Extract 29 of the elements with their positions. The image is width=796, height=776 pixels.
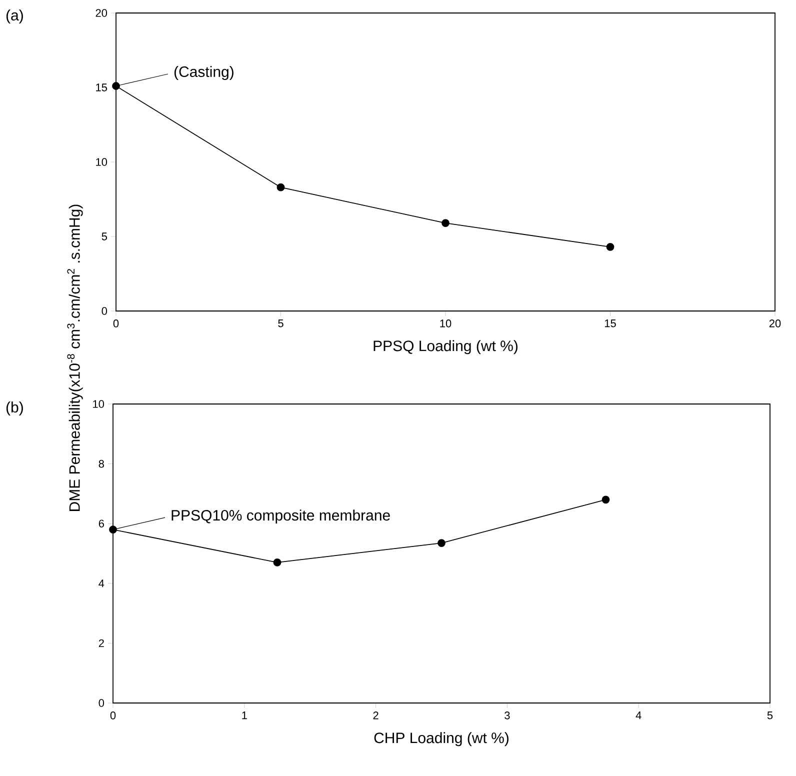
y-tick-label: 2: [98, 639, 104, 648]
y-tick-label: 15: [96, 84, 107, 92]
y-tick-label: 0: [98, 699, 104, 707]
x-tick-label: 5: [767, 712, 773, 720]
y-tick-label: 20: [96, 9, 108, 17]
x-tick-label: 3: [504, 712, 510, 720]
x-axis-title: PPSQ Loading (wt %): [374, 340, 518, 354]
x-tick-label: 2: [373, 712, 378, 720]
x-axis-title: CHP Loading (wt %): [374, 732, 508, 746]
text: (b): [6, 402, 23, 416]
x-tick-label: 0: [110, 712, 116, 720]
y-tick-label: 4: [98, 580, 104, 588]
y-tick-label: 10: [96, 158, 108, 166]
x-tick-label: 0: [113, 320, 119, 328]
x-tick-label: 10: [440, 320, 452, 328]
annotation: (Casting): [174, 66, 234, 80]
x-tick-label: 20: [769, 320, 781, 328]
x-tick-label: 4: [636, 712, 642, 720]
text: (a): [6, 10, 23, 24]
x-tick-label: 5: [278, 320, 284, 328]
y-tick-label: 0: [102, 307, 108, 315]
annotation: PPSQ10% composite membrane: [172, 510, 390, 524]
y-tick-label: 6: [98, 520, 104, 528]
x-tick-label: 1: [242, 712, 247, 720]
x-tick-label: 15: [604, 320, 616, 328]
y-tick-label: 8: [98, 460, 104, 468]
y-tick-label: 5: [102, 232, 107, 240]
y-tick-label: 10: [93, 400, 104, 408]
y-axis-title: DME Permeability(x10$^{-8}$ cm$^{3}$.cm/cm$^{2}$ .s.cmHg): [67, 204, 83, 511]
